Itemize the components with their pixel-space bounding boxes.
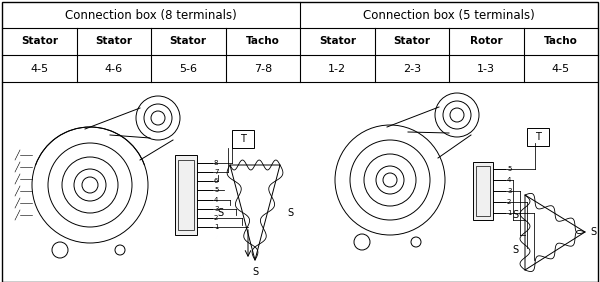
Text: 8: 8	[214, 160, 218, 166]
Bar	[232, 130, 254, 148]
Text: S: S	[512, 210, 518, 220]
Text: 1-2: 1-2	[328, 63, 346, 74]
Bar	[175, 155, 197, 235]
Text: Connection box (8 terminals): Connection box (8 terminals)	[65, 8, 237, 21]
Text: Stator: Stator	[170, 36, 207, 47]
Text: 4-5: 4-5	[30, 63, 49, 74]
Text: 4-6: 4-6	[104, 63, 123, 74]
Text: Stator: Stator	[319, 36, 356, 47]
Bar	[178, 160, 194, 230]
Text: S: S	[590, 227, 596, 237]
Text: 3: 3	[214, 206, 218, 212]
Text: 5-6: 5-6	[179, 63, 197, 74]
Text: Stator: Stator	[393, 36, 430, 47]
Text: 3: 3	[507, 188, 511, 194]
Text: 1-3: 1-3	[477, 63, 495, 74]
Text: Tacho: Tacho	[544, 36, 578, 47]
Text: 4: 4	[214, 197, 218, 202]
Text: Stator: Stator	[21, 36, 58, 47]
Text: 7-8: 7-8	[254, 63, 272, 74]
Text: Rotor: Rotor	[470, 36, 503, 47]
Text: T: T	[535, 132, 541, 142]
Text: 2: 2	[507, 199, 511, 205]
Text: 1: 1	[214, 224, 218, 230]
Text: 6: 6	[214, 178, 218, 184]
Text: T: T	[240, 134, 246, 144]
Text: 2-3: 2-3	[403, 63, 421, 74]
Text: 7: 7	[214, 169, 218, 175]
Text: 4: 4	[507, 177, 511, 183]
Bar	[473, 162, 493, 220]
Text: 4-5: 4-5	[551, 63, 570, 74]
Text: 1: 1	[507, 210, 511, 216]
Bar	[527, 128, 549, 146]
Text: S: S	[217, 208, 223, 217]
Text: S: S	[287, 208, 293, 217]
Text: 5: 5	[214, 188, 218, 193]
Text: S: S	[252, 267, 258, 277]
Text: 5: 5	[507, 166, 511, 172]
Text: Connection box (5 terminals): Connection box (5 terminals)	[363, 8, 535, 21]
Text: Tacho: Tacho	[246, 36, 280, 47]
Text: 2: 2	[214, 215, 218, 221]
Text: S: S	[512, 245, 518, 255]
Bar	[476, 166, 490, 216]
Text: Stator: Stator	[95, 36, 132, 47]
